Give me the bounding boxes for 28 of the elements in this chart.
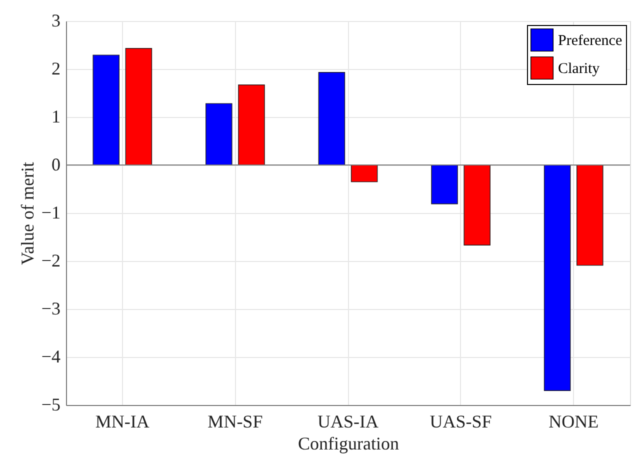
y-tick-label: 0	[52, 154, 60, 174]
y-tick-label: −2	[41, 250, 60, 270]
y-tick-label: 3	[52, 10, 60, 30]
bar	[125, 48, 152, 166]
y-tick-label: −5	[41, 394, 60, 414]
x-tick-label: MN-IA	[95, 412, 150, 432]
y-tick-label: −3	[41, 298, 60, 318]
y-tick-label: 2	[52, 58, 60, 78]
bar	[544, 164, 571, 391]
bar	[206, 103, 232, 166]
bar	[431, 164, 458, 204]
bar	[92, 54, 120, 166]
legend-label: Preference	[558, 33, 622, 49]
bar	[464, 164, 490, 246]
x-tick-label: MN-SF	[208, 412, 263, 432]
y-tick-label: −1	[41, 202, 60, 222]
legend-label: Clarity	[558, 61, 600, 77]
bar	[576, 164, 604, 266]
bar	[318, 72, 346, 166]
x-axis-title: Configuration	[298, 434, 399, 454]
y-tick-label: −4	[41, 346, 60, 366]
y-axis-title: Value of merit	[17, 162, 38, 265]
x-tick-label: UAS-SF	[430, 412, 492, 432]
y-tick-label: 1	[52, 106, 60, 126]
x-tick-label: UAS-IA	[318, 412, 378, 432]
bar	[350, 164, 378, 182]
x-tick-label: NONE	[548, 412, 599, 432]
bar	[238, 84, 265, 166]
